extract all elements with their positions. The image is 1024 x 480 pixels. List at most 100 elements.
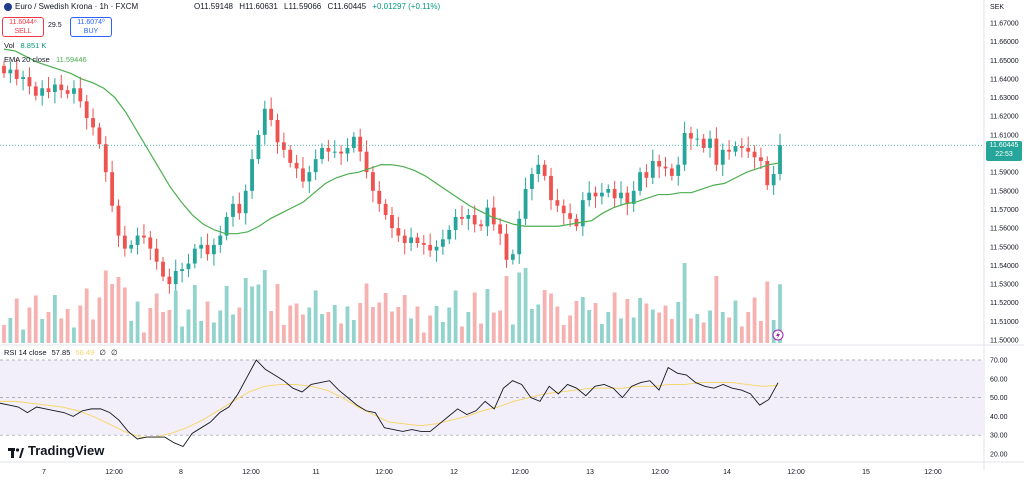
volume-bar [116, 277, 121, 343]
volume-bar [345, 306, 350, 343]
volume-bar [275, 284, 280, 343]
candle-body [262, 108, 267, 135]
sell-button[interactable]: 11.6044⁸ SELL [2, 17, 44, 37]
symbol-title[interactable]: Euro / Swedish Krona · 1h · FXCM [15, 2, 139, 11]
candle-body [727, 149, 732, 152]
candle-body [148, 237, 153, 249]
volume-bar [720, 312, 725, 343]
volume-bar [739, 326, 744, 343]
volume-bar [689, 318, 693, 343]
buy-button[interactable]: 11.6074⁰ BUY [70, 17, 112, 37]
candle-body [383, 203, 388, 216]
price-tick-label: 11.57000 [990, 207, 1019, 214]
candle-body [714, 138, 719, 165]
candle-body [644, 172, 649, 178]
candle-body [192, 248, 197, 264]
rsi-tick-label: 50.00 [990, 395, 1008, 402]
volume-bar [517, 272, 522, 343]
candle-body [250, 159, 254, 191]
volume-bar [103, 270, 108, 343]
candle-body [199, 244, 204, 249]
volume-bar [599, 324, 604, 343]
candle-body [759, 157, 763, 161]
candle-body [561, 205, 566, 214]
volume-legend[interactable]: Vol 8.851 K [4, 41, 46, 50]
time-tick-label: 12:00 [651, 469, 669, 476]
candle-body [599, 192, 604, 197]
candle-body [390, 215, 394, 229]
candle-body [161, 261, 165, 277]
volume-bar [110, 284, 115, 343]
candle-body [14, 69, 19, 79]
volume-bar [746, 312, 751, 343]
candle-body [78, 88, 83, 102]
volume-bar [371, 307, 375, 343]
candle-body [580, 200, 585, 227]
candle-body [301, 168, 305, 182]
candle-body [281, 142, 286, 150]
candle-body [396, 228, 401, 236]
ema-line [3, 48, 781, 235]
candle-body [186, 263, 191, 270]
volume-bar [351, 320, 356, 343]
volume-bar [320, 314, 324, 343]
candle-body [669, 168, 674, 176]
volume-bar [205, 301, 210, 343]
volume-bar [218, 310, 223, 343]
volume-bar [555, 306, 560, 343]
volume-bar [161, 312, 165, 343]
volume-bar [663, 305, 668, 343]
candle-body [720, 149, 725, 165]
time-tick-label: 7 [42, 469, 46, 476]
candle-body [447, 229, 452, 240]
volume-bar [631, 317, 636, 343]
last-price-label: 11.60445 22:53 [986, 141, 1022, 161]
candle-body [428, 244, 433, 251]
volume-bar [778, 284, 782, 343]
price-tick-label: 11.55000 [990, 244, 1019, 251]
candle-body [65, 90, 70, 94]
spread-value: 29.5 [48, 22, 62, 29]
volume-label: Vol [4, 41, 15, 50]
rsi-value: 57.85 [51, 348, 71, 357]
candle-body [205, 244, 210, 255]
rsi-extra-2: ∅ [111, 348, 118, 357]
candle-body [275, 119, 280, 143]
price-tick-label: 11.51000 [990, 319, 1019, 326]
volume-bar [192, 285, 197, 343]
rsi-legend[interactable]: RSI 14 close 57.85 56.49 ∅ ∅ [4, 348, 118, 357]
volume-bar [33, 295, 38, 343]
volume-bar [154, 293, 159, 343]
volume-bar [402, 295, 407, 343]
volume-bar [657, 312, 662, 343]
symbol-header: Euro / Swedish Krona · 1h · FXCM [15, 0, 142, 14]
time-tick-label: 12 [450, 469, 458, 476]
candle-body [326, 147, 331, 152]
volume-bar [593, 303, 598, 343]
ohlc-high: H11.60631 [239, 2, 278, 11]
candle-body [224, 216, 229, 236]
volume-bar [199, 321, 204, 343]
candle-body [485, 207, 490, 227]
volume-bar [288, 305, 293, 343]
rsi-tick-label: 70.00 [990, 358, 1008, 365]
ema-legend[interactable]: EMA 20 close 11.59446 [4, 55, 87, 64]
volume-bar [231, 314, 235, 343]
price-tick-label: 11.52000 [990, 300, 1019, 307]
candle-body [256, 134, 261, 160]
candle-body [574, 218, 579, 227]
candle-body [663, 166, 668, 169]
candle-body [345, 147, 350, 154]
volume-bar [84, 288, 89, 343]
volume-bar [97, 297, 102, 343]
volume-bar [561, 325, 566, 343]
candle-body [466, 215, 471, 219]
volume-bar [606, 312, 611, 343]
volume-bar [625, 299, 630, 343]
currency-flag-icon [4, 3, 12, 11]
volume-bar [358, 303, 363, 343]
price-tick-label: 11.56000 [990, 226, 1019, 233]
rsi-ma-value: 56.49 [75, 348, 95, 357]
